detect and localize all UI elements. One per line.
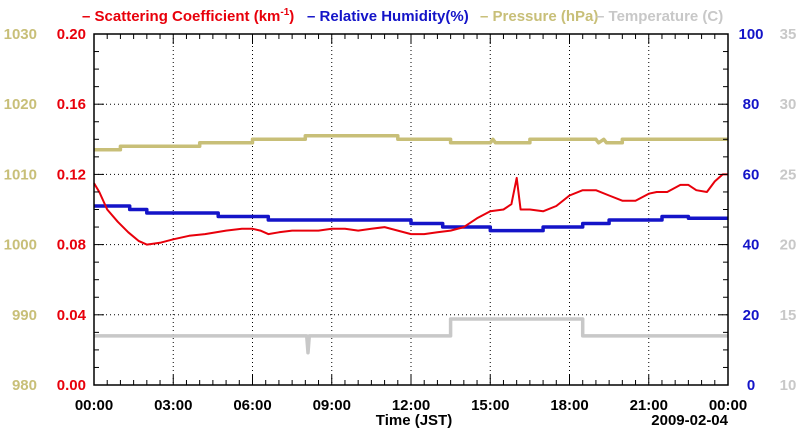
y-tick-label-temperature: 25 [780,166,797,183]
x-axis-title: Time (JST) [376,412,452,429]
y-tick-label-humidity: 0 [747,377,755,394]
gridlines [94,34,728,385]
date-label: 2009-02-04 [651,412,728,429]
y-tick-label-humidity: 40 [743,237,760,254]
series-pressure [94,134,728,152]
y-tick-label-scattering: 0.04 [57,307,87,324]
y-tick-label-humidity: 80 [743,96,760,113]
x-tick-label: 21:00 [630,397,668,414]
y-tick-label-humidity: 60 [743,166,760,183]
y-tick-label-humidity: 100 [738,26,763,43]
x-tick-label: 06:00 [233,397,271,414]
y-tick-label-pressure: 1030 [4,26,37,43]
y-tick-label-temperature: 35 [780,26,797,43]
x-tick-label: 09:00 [313,397,351,414]
x-tick-label: 12:00 [392,397,430,414]
x-tick-label: 18:00 [550,397,588,414]
y-tick-label-humidity: 20 [743,307,760,324]
y-tick-label-pressure: 980 [12,377,37,394]
y-tick-label-scattering: 0.08 [57,237,86,254]
tick-labels: 00:00 03:00 06:00 09:00 12:00 15:00 18:00 21:00… [4,26,797,414]
y-tick-label-temperature: 20 [780,237,797,254]
legend: – Scattering Coefficient (km-1) – Relati… [82,7,723,25]
series-scattering-coefficient [93,173,728,246]
y-tick-label-temperature: 30 [780,96,797,113]
legend-humidity: – Relative Humidity(%) [307,8,469,25]
y-tick-label-temperature: 15 [780,307,797,324]
y-tick-label-scattering: 0.12 [57,166,86,183]
y-tick-label-scattering: 0.20 [57,26,86,43]
legend-temperature: – Temperature (C) [596,8,723,25]
y-tick-label-pressure: 1020 [4,96,37,113]
legend-pressure: – Pressure (hPa) [480,8,598,25]
y-tick-label-pressure: 1000 [4,237,37,254]
y-tick-label-pressure: 990 [12,307,37,324]
axis-ticks [93,33,729,386]
y-tick-label-pressure: 1010 [4,166,37,183]
series-temperature [94,317,728,355]
x-tick-label: 15:00 [471,397,509,414]
series-relative-humidity [94,204,728,233]
y-tick-label-scattering: 0.00 [57,377,86,394]
data-series [93,134,728,355]
y-tick-label-scattering: 0.16 [57,96,86,113]
y-tick-label-temperature: 10 [780,377,797,394]
x-tick-label: 00:00 [75,397,113,414]
legend-scattering: – Scattering Coefficient (km-1) [82,7,294,25]
x-tick-label: 00:00 [709,397,747,414]
x-tick-label: 03:00 [154,397,192,414]
